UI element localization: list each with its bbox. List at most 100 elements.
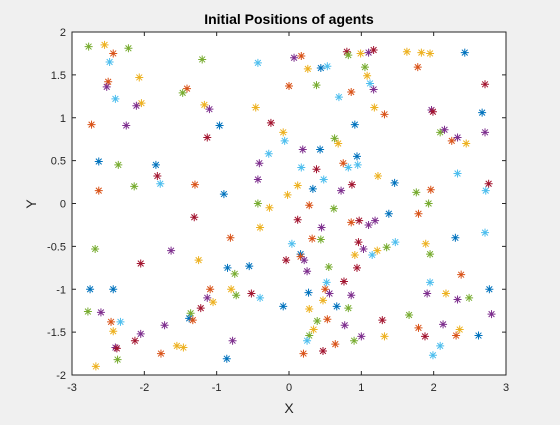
agent-marker: [380, 110, 389, 119]
agent-marker: [414, 323, 423, 332]
agent-marker: [297, 163, 306, 172]
agent-marker: [312, 81, 321, 90]
agent-marker: [313, 316, 322, 325]
agent-marker: [196, 304, 205, 313]
agent-marker: [94, 186, 103, 195]
agent-marker: [109, 327, 118, 336]
agent-marker: [105, 58, 114, 67]
agent-marker: [109, 285, 118, 294]
agent-marker: [256, 293, 265, 302]
agent-marker: [87, 120, 96, 129]
agent-marker: [451, 233, 460, 242]
agent-marker: [319, 175, 328, 184]
agent-marker: [453, 169, 462, 178]
agent-marker: [347, 218, 356, 227]
agent-marker: [332, 302, 341, 311]
agent-marker: [347, 88, 356, 97]
agent-marker: [465, 293, 474, 302]
agent-marker: [350, 250, 359, 259]
agent-marker: [323, 62, 332, 71]
agent-marker: [412, 188, 421, 197]
agent-marker: [109, 49, 118, 58]
agent-marker: [457, 270, 466, 279]
agent-marker: [370, 103, 379, 112]
agent-marker: [96, 308, 105, 317]
agent-marker: [130, 336, 139, 345]
agent-marker: [203, 133, 212, 142]
agent-marker: [232, 291, 241, 300]
agent-marker: [360, 63, 369, 72]
agent-marker: [264, 149, 273, 158]
agent-marker: [203, 293, 212, 302]
agent-marker: [253, 199, 262, 208]
x-tick-label: 3: [503, 382, 509, 394]
agent-marker: [122, 121, 131, 130]
x-tick-label: 2: [431, 382, 437, 394]
agent-marker: [439, 320, 448, 329]
agent-marker: [462, 139, 471, 148]
agent-marker: [303, 64, 312, 73]
y-tick-label: -2: [56, 370, 66, 382]
agent-marker: [287, 239, 296, 248]
agent-marker: [293, 215, 302, 224]
agent-marker: [251, 103, 260, 112]
agent-marker: [136, 329, 145, 338]
x-tick-label: -3: [67, 382, 77, 394]
agent-marker: [316, 145, 325, 154]
agent-marker: [359, 244, 368, 253]
agent-marker: [455, 325, 464, 334]
x-tick-label: -1: [212, 382, 222, 394]
agent-marker: [329, 204, 338, 213]
agent-marker: [305, 201, 314, 210]
agent-marker: [353, 160, 362, 169]
agent-marker: [266, 118, 275, 127]
agent-marker: [280, 136, 289, 145]
agent-marker: [318, 296, 327, 305]
agent-marker: [344, 51, 353, 60]
agent-marker: [369, 46, 378, 55]
agent-marker: [366, 79, 375, 88]
y-axis-label: Y: [23, 199, 39, 209]
agent-marker: [357, 332, 366, 341]
y-tick-label: -1: [56, 284, 66, 296]
agent-marker: [156, 349, 165, 358]
agent-marker: [325, 289, 334, 298]
agent-marker: [183, 84, 192, 93]
agent-marker: [481, 186, 490, 195]
agent-marker: [265, 203, 274, 212]
agent-marker: [298, 145, 307, 154]
x-axis-ticks: -3 -2 -1 0 1 2 3: [67, 32, 509, 394]
agent-marker: [290, 53, 299, 62]
agent-marker: [424, 199, 433, 208]
agent-marker: [112, 344, 121, 353]
agent-marker: [255, 159, 264, 168]
agent-marker: [421, 239, 430, 248]
agent-marker: [402, 47, 411, 56]
agent-marker: [279, 128, 288, 137]
agent-marker: [253, 58, 262, 67]
agent-marker: [308, 184, 317, 193]
y-tick-label: -1.5: [47, 327, 66, 339]
agent-marker: [304, 288, 313, 297]
agent-marker: [285, 82, 293, 91]
agent-marker: [391, 238, 400, 247]
agent-marker: [337, 186, 346, 195]
agent-marker: [453, 133, 462, 142]
agent-marker: [321, 285, 330, 294]
agent-marker: [299, 349, 308, 358]
agent-marker: [247, 289, 256, 298]
agent-marker: [282, 256, 291, 265]
y-tick-label: 0.5: [51, 156, 66, 168]
agent-marker: [102, 82, 111, 91]
agent-marker: [167, 246, 176, 255]
agent-marker: [107, 317, 116, 326]
agent-marker: [297, 52, 306, 61]
agent-marker: [340, 321, 349, 330]
agent-marker: [323, 315, 332, 324]
agent-marker: [156, 179, 165, 188]
agent-marker: [485, 285, 494, 294]
agent-marker: [344, 163, 353, 172]
agent-marker: [405, 310, 414, 319]
agent-marker: [363, 71, 372, 80]
